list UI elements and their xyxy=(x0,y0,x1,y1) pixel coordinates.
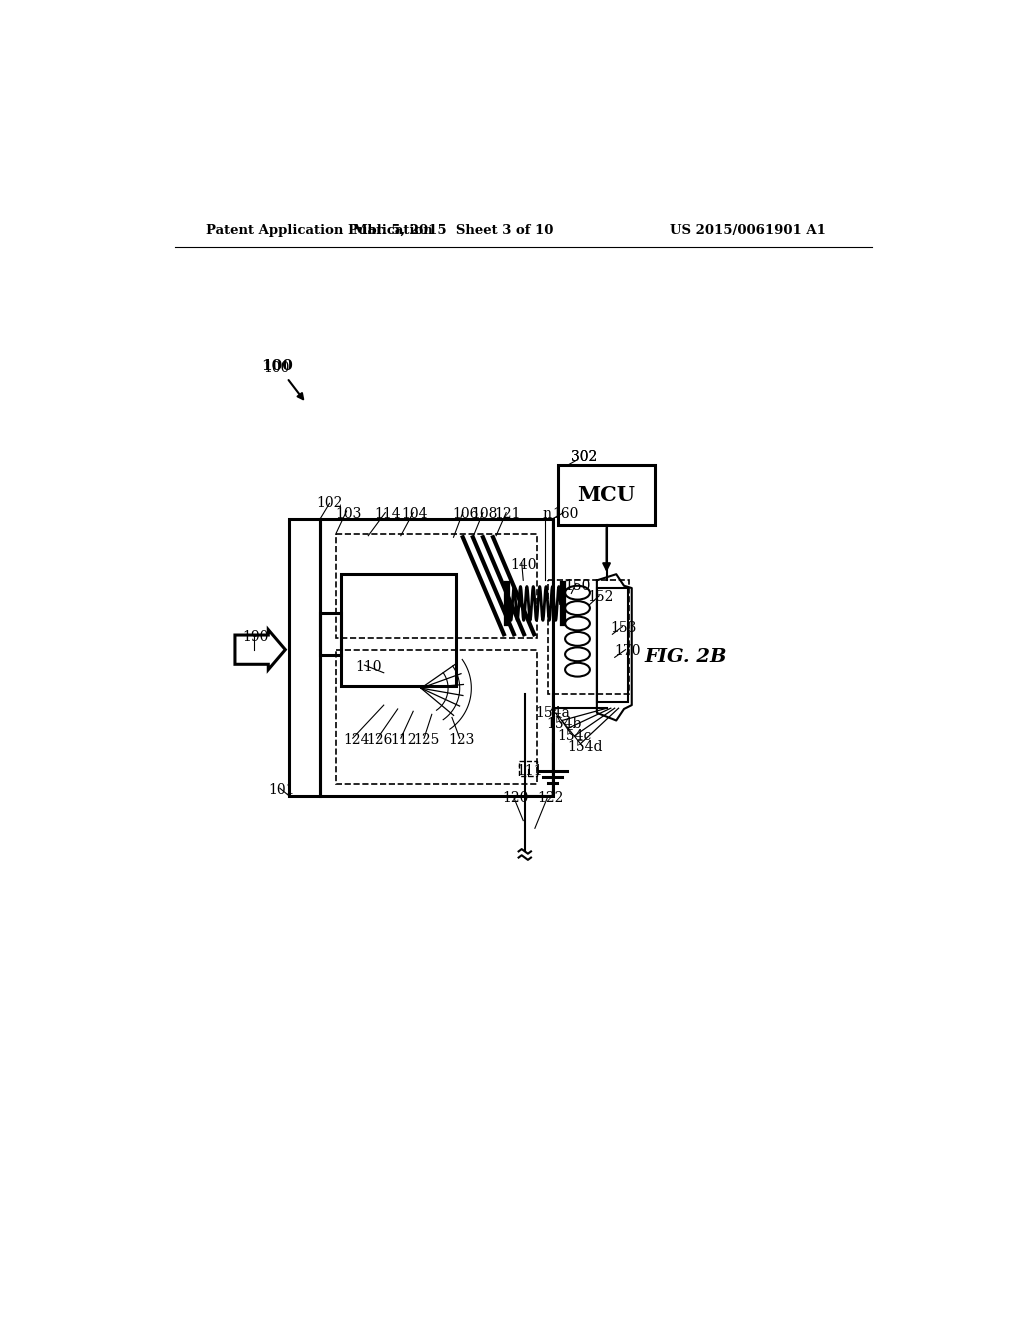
Text: 104: 104 xyxy=(401,507,428,521)
Text: 120: 120 xyxy=(503,791,528,804)
Text: 302: 302 xyxy=(570,450,597,465)
Text: 140: 140 xyxy=(510,558,537,572)
Text: 114: 114 xyxy=(375,507,401,521)
Text: 123: 123 xyxy=(449,733,474,747)
Text: 150: 150 xyxy=(564,578,591,593)
Text: 126: 126 xyxy=(367,733,393,747)
Text: 108: 108 xyxy=(471,507,498,521)
Text: 122: 122 xyxy=(538,791,563,804)
Text: 100: 100 xyxy=(263,360,290,375)
Text: Patent Application Publication: Patent Application Publication xyxy=(206,223,432,236)
Bar xyxy=(289,519,321,796)
Text: n: n xyxy=(542,507,551,521)
Text: 101: 101 xyxy=(268,783,295,797)
Text: 190: 190 xyxy=(243,631,269,644)
Text: 106: 106 xyxy=(452,507,478,521)
Text: 154a: 154a xyxy=(536,706,570,719)
Bar xyxy=(321,519,553,796)
Bar xyxy=(548,581,630,694)
Bar xyxy=(518,760,538,776)
Text: FIG. 2B: FIG. 2B xyxy=(645,648,727,667)
Text: 152: 152 xyxy=(588,590,614,605)
Text: 160: 160 xyxy=(553,507,579,521)
Bar xyxy=(558,465,655,525)
Text: 102: 102 xyxy=(316,496,343,511)
Text: 112: 112 xyxy=(390,733,417,747)
Bar xyxy=(597,589,628,702)
Text: MCU: MCU xyxy=(578,484,636,504)
FancyArrow shape xyxy=(234,630,286,669)
Text: 100: 100 xyxy=(261,359,293,374)
Text: 103: 103 xyxy=(336,507,362,521)
Text: 110: 110 xyxy=(355,660,382,673)
Text: 153: 153 xyxy=(610,622,637,635)
Text: 302: 302 xyxy=(570,450,597,465)
Text: 170: 170 xyxy=(614,644,641,659)
Text: 154c: 154c xyxy=(557,729,592,743)
Text: 111: 111 xyxy=(516,763,543,777)
Text: 154b: 154b xyxy=(546,717,582,731)
Bar xyxy=(321,612,341,655)
Text: 154d: 154d xyxy=(567,741,603,755)
Bar xyxy=(341,574,456,686)
Text: Mar. 5, 2015  Sheet 3 of 10: Mar. 5, 2015 Sheet 3 of 10 xyxy=(353,223,554,236)
Text: 124: 124 xyxy=(343,733,370,747)
Bar xyxy=(336,535,538,638)
Text: US 2015/0061901 A1: US 2015/0061901 A1 xyxy=(670,223,826,236)
Text: 125: 125 xyxy=(414,733,439,747)
Text: 121: 121 xyxy=(495,507,521,521)
Bar xyxy=(336,649,538,784)
